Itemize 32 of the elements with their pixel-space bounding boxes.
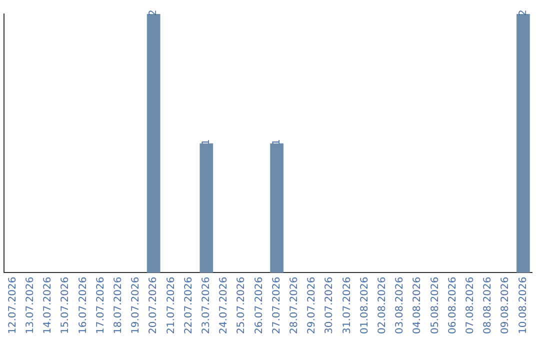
x-tick-label: 19.07.2026: [130, 276, 142, 334]
x-tick-label: 04.08.2026: [412, 276, 424, 334]
x-tick-label: 23.07.2026: [200, 276, 212, 334]
x-tick-label: 10.08.2026: [518, 276, 529, 334]
x-tick-label: 22.07.2026: [183, 276, 194, 334]
x-tick-label: 27.07.2026: [271, 276, 282, 334]
x-tick-label: 03.08.2026: [394, 276, 406, 334]
x-tick-label: 20.07.2026: [148, 276, 160, 334]
x-tick-label: 06.08.2026: [447, 276, 458, 334]
x-tick-label: 12.07.2026: [7, 276, 18, 334]
x-tick-label: 29.07.2026: [306, 276, 318, 334]
x-tick-label: 24.07.2026: [218, 276, 230, 334]
x-tick-label: 18.07.2026: [112, 276, 124, 334]
x-tick-label: 01.08.2026: [359, 276, 370, 334]
x-tick-label: 17.07.2026: [95, 276, 106, 334]
x-tick-label: 21.07.2026: [166, 276, 177, 334]
x-tick-label: 25.07.2026: [236, 276, 248, 334]
x-tick-label: 08.08.2026: [482, 276, 494, 334]
x-tick-label: 15.07.2026: [60, 276, 72, 334]
x-tick-label: 09.08.2026: [500, 276, 512, 334]
x-tick-label: 16.07.2026: [78, 276, 89, 334]
x-tick-label: 13.07.2026: [24, 276, 36, 334]
x-tick-label: 26.07.2026: [254, 276, 265, 334]
data-label: 1: [200, 138, 212, 146]
x-tick-label: 07.08.2026: [464, 276, 476, 334]
data-label: 1: [271, 138, 282, 146]
x-tick-label: 02.08.2026: [376, 276, 388, 334]
x-tick-label: 05.08.2026: [430, 276, 441, 334]
x-tick-label: 14.07.2026: [42, 276, 54, 334]
x-tick-label: 31.07.2026: [342, 276, 353, 334]
x-tick-label: 28.07.2026: [288, 276, 300, 334]
x-tick-label: 30.07.2026: [324, 276, 336, 334]
